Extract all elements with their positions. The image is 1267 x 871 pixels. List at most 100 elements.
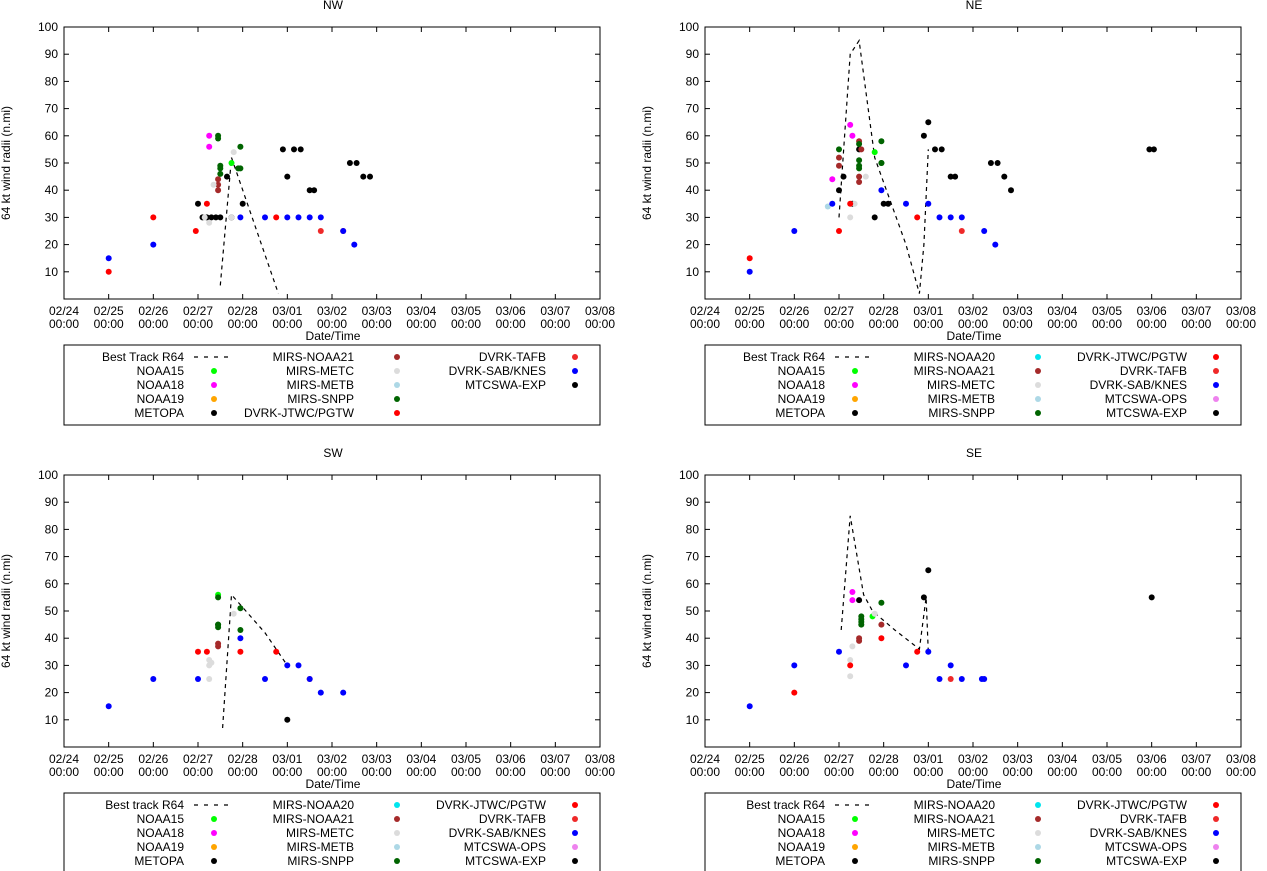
series-noaa15 — [228, 160, 235, 166]
data-point — [878, 138, 885, 145]
legend-swatch — [852, 830, 858, 836]
y-tick-label: 100 — [679, 20, 699, 34]
data-point — [237, 635, 244, 642]
legend-box — [704, 344, 1242, 426]
x-tick-label: 02/25 00:00 — [94, 752, 124, 779]
data-point — [936, 214, 943, 221]
legend-swatch — [1035, 858, 1041, 864]
legend-swatch — [852, 816, 858, 822]
series-metopa — [284, 716, 291, 723]
data-point — [203, 648, 210, 655]
legend-label: DVRK-TAFB — [1120, 812, 1187, 826]
legend-label: DVRK-JTWC/PGTW — [244, 406, 355, 420]
data-point — [239, 200, 246, 207]
data-point — [195, 676, 201, 682]
data-point — [836, 154, 842, 161]
data-point — [237, 214, 244, 221]
legend-label: MIRS-NOAA21 — [914, 812, 996, 826]
legend-label: MIRS-NOAA20 — [914, 350, 996, 364]
legend-label: NOAA18 — [778, 826, 826, 840]
data-point — [914, 214, 921, 221]
data-point — [871, 610, 878, 617]
y-tick-label: 70 — [45, 102, 59, 116]
legend-label: NOAA15 — [778, 812, 826, 826]
data-point — [228, 214, 235, 221]
data-point — [925, 200, 932, 207]
legend-swatch — [211, 816, 217, 822]
data-point — [878, 635, 885, 642]
legend-label: MTCSWA-EXP — [1106, 854, 1187, 868]
series-dvrk-sab-knes — [105, 635, 347, 710]
data-point — [237, 605, 244, 612]
legend-label: DVRK-SAB/KNES — [1090, 378, 1187, 392]
data-point — [938, 146, 945, 153]
y-tick-label: 80 — [686, 522, 700, 536]
legend-label: Best track R64 — [105, 798, 184, 812]
data-point — [208, 214, 215, 221]
y-tick-label: 10 — [45, 713, 59, 727]
legend-swatch — [1213, 802, 1219, 808]
data-point — [351, 241, 358, 248]
data-point — [206, 143, 213, 150]
legend-label: MIRS-NOAA21 — [273, 350, 355, 364]
data-point — [215, 181, 222, 188]
data-point — [195, 648, 201, 655]
data-point — [836, 228, 842, 234]
data-point — [885, 200, 892, 207]
legend: Best track R64 MIRS-NOAA20 DVRK-JTWC/PGTW N… — [63, 792, 601, 871]
data-point — [206, 676, 213, 682]
y-tick-label: 60 — [686, 129, 700, 143]
x-tick-label: 03/03 00:00 — [362, 304, 392, 331]
data-point — [958, 214, 965, 221]
data-point — [105, 703, 112, 710]
legend-swatch — [1213, 816, 1219, 822]
data-point — [273, 648, 280, 655]
legend-swatch — [852, 396, 858, 402]
data-point — [836, 146, 842, 153]
series-mirs-snpp — [858, 599, 885, 628]
legend-label: MIRS-METC — [286, 826, 354, 840]
legend-swatch — [1213, 354, 1219, 360]
data-point — [856, 597, 863, 604]
data-point — [1146, 146, 1153, 153]
x-tick-label: 03/08 00:00 — [585, 304, 615, 331]
y-tick-label: 90 — [686, 47, 700, 61]
data-point — [201, 214, 208, 221]
data-point — [367, 173, 373, 180]
data-point — [353, 160, 360, 166]
data-point — [925, 119, 932, 126]
best-track-line — [838, 38, 929, 294]
legend-swatch — [1035, 816, 1041, 822]
data-point — [217, 170, 224, 177]
series-mirs-metc — [206, 610, 237, 682]
legend-label: MIRS-NOAA20 — [273, 798, 355, 812]
data-point — [284, 716, 291, 723]
legend-swatch — [1035, 802, 1041, 808]
data-point — [903, 200, 909, 207]
legend-swatch — [211, 830, 217, 836]
data-point — [311, 187, 318, 194]
legend-box — [704, 792, 1242, 871]
data-point — [836, 187, 842, 194]
data-point — [306, 676, 313, 682]
x-tick-label: 03/05 00:00 — [1092, 304, 1122, 331]
legend-label: DVRK-TAFB — [1120, 364, 1187, 378]
data-point — [994, 160, 1001, 166]
data-point — [920, 132, 927, 139]
legend-label: MTCSWA-EXP — [1106, 406, 1187, 420]
x-tick-label: 02/28 00:00 — [228, 304, 258, 331]
data-point — [206, 219, 213, 226]
legend-swatch — [394, 816, 400, 822]
data-point — [346, 160, 353, 166]
series-dvrk-jtwc-pgtw — [105, 200, 280, 275]
data-point — [150, 241, 157, 248]
legend-label: MTCSWA-OPS — [1105, 840, 1187, 854]
x-tick-label: 03/01 00:00 — [272, 304, 302, 331]
data-point — [340, 689, 347, 696]
data-point — [858, 616, 865, 623]
x-tick-label: 02/26 00:00 — [779, 752, 809, 779]
legend-swatch — [852, 368, 858, 374]
x-tick-label: 03/05 00:00 — [451, 752, 481, 779]
legend-label: MIRS-METB — [928, 392, 995, 406]
y-tick-label: 20 — [45, 686, 59, 700]
